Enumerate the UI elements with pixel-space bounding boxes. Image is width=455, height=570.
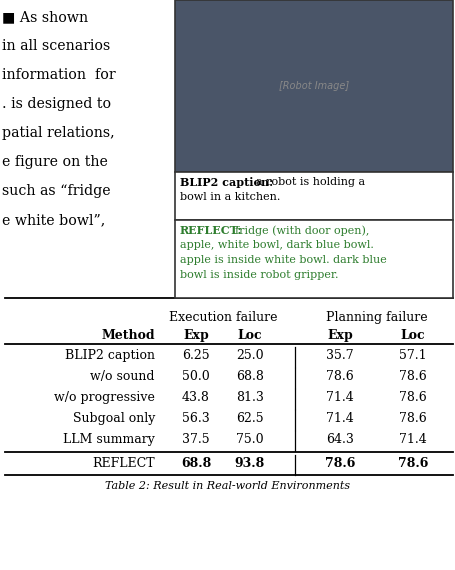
Text: 71.4: 71.4 (325, 391, 353, 404)
Text: 71.4: 71.4 (398, 433, 426, 446)
Text: 78.6: 78.6 (398, 391, 426, 404)
Text: 78.6: 78.6 (398, 370, 426, 383)
Text: apple is inside white bowl. dark blue: apple is inside white bowl. dark blue (180, 255, 386, 265)
Text: 78.6: 78.6 (398, 412, 426, 425)
Text: 35.7: 35.7 (325, 349, 353, 362)
Text: 78.6: 78.6 (397, 457, 427, 470)
Text: 78.6: 78.6 (324, 457, 354, 470)
Text: patial relations,: patial relations, (2, 126, 114, 140)
Text: 62.5: 62.5 (236, 412, 263, 425)
Text: ■ As shown: ■ As shown (2, 10, 88, 24)
Text: 56.3: 56.3 (182, 412, 209, 425)
Text: 25.0: 25.0 (236, 349, 263, 362)
Text: e figure on the: e figure on the (2, 155, 108, 169)
Text: e white bowl”,: e white bowl”, (2, 213, 105, 227)
Bar (175, 172, 452, 220)
Text: bowl in a kitchen.: bowl in a kitchen. (180, 192, 280, 202)
Text: [Robot Image]: [Robot Image] (278, 81, 348, 91)
Text: 78.6: 78.6 (325, 370, 353, 383)
Text: information  for: information for (2, 68, 116, 82)
Text: in all scenarios: in all scenarios (2, 39, 110, 53)
Text: REFLECT:: REFLECT: (180, 225, 242, 236)
Text: 6.25: 6.25 (182, 349, 209, 362)
Text: Exp: Exp (183, 329, 208, 342)
Bar (175, 0, 452, 172)
Text: bowl is inside robot gripper.: bowl is inside robot gripper. (180, 270, 338, 280)
Text: . is designed to: . is designed to (2, 97, 111, 111)
Text: REFLECT: REFLECT (92, 457, 155, 470)
Text: 57.1: 57.1 (398, 349, 426, 362)
Text: 68.8: 68.8 (236, 370, 263, 383)
Text: Execution failure: Execution failure (168, 311, 277, 324)
Text: Method: Method (101, 329, 155, 342)
Text: 93.8: 93.8 (234, 457, 264, 470)
Bar (175, 220, 452, 298)
Text: BLIP2 caption: BLIP2 caption (65, 349, 155, 362)
Text: 68.8: 68.8 (181, 457, 211, 470)
Text: such as “fridge: such as “fridge (2, 184, 111, 198)
Text: apple, white bowl, dark blue bowl.: apple, white bowl, dark blue bowl. (180, 240, 373, 250)
Text: Subgoal only: Subgoal only (72, 412, 155, 425)
Text: BLIP2 caption:: BLIP2 caption: (180, 177, 273, 188)
Text: Loc: Loc (237, 329, 262, 342)
Text: 43.8: 43.8 (182, 391, 209, 404)
Text: Exp: Exp (326, 329, 352, 342)
Text: 50.0: 50.0 (182, 370, 209, 383)
Text: 75.0: 75.0 (236, 433, 263, 446)
Text: a robot is holding a: a robot is holding a (255, 177, 364, 187)
Text: 37.5: 37.5 (182, 433, 209, 446)
Text: 64.3: 64.3 (325, 433, 353, 446)
Text: Table 2: Result in Real-world Environments: Table 2: Result in Real-world Environmen… (105, 481, 350, 491)
Text: fridge (with door open),: fridge (with door open), (234, 225, 369, 235)
Text: Loc: Loc (400, 329, 425, 342)
Text: w/o progressive: w/o progressive (54, 391, 155, 404)
Text: Planning failure: Planning failure (325, 311, 426, 324)
Text: 71.4: 71.4 (325, 412, 353, 425)
Text: w/o sound: w/o sound (90, 370, 155, 383)
Text: LLM summary: LLM summary (63, 433, 155, 446)
Text: 81.3: 81.3 (236, 391, 263, 404)
